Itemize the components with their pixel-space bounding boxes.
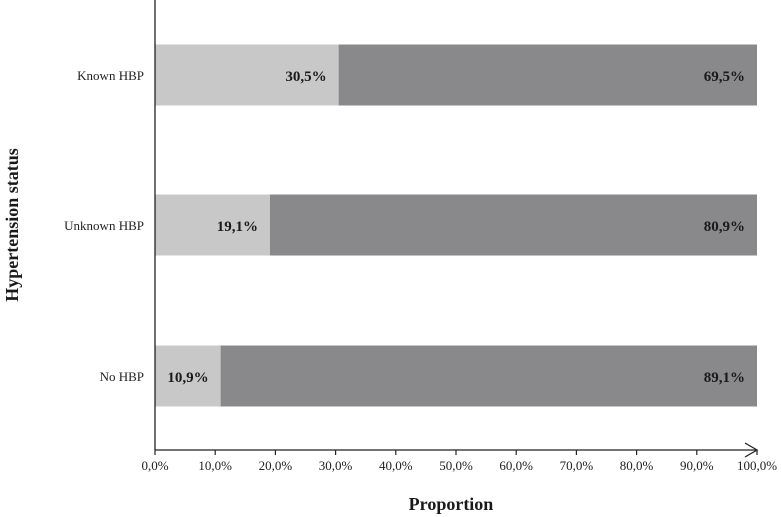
x-ticks: 0,0% 10,0% 20,0% 30,0% 40,0% 50,0% 60,0% 70,0% 8…: [141, 450, 777, 473]
bar-segment: [155, 345, 221, 407]
data-label: 89,1%: [704, 370, 745, 386]
bar-segment: [155, 44, 339, 106]
bar-segment: [155, 194, 270, 256]
x-tick-label: 100,0%: [737, 458, 777, 473]
category-labels: Known HBP Unknown HBP No HBP: [64, 68, 144, 384]
bar-segment: [338, 44, 757, 106]
x-tick-label: 80,0%: [620, 458, 654, 473]
bar-segment: [220, 345, 758, 407]
category-label: No HBP: [100, 369, 144, 384]
x-tick-label: 0,0%: [141, 458, 168, 473]
x-tick-label: 70,0%: [560, 458, 594, 473]
x-tick-label: 50,0%: [439, 458, 473, 473]
bars: 30,5% 69,5% 19,1% 80,9% 10,9% 89,1%: [155, 44, 758, 407]
bar-segment: [269, 194, 757, 256]
data-label: 80,9%: [704, 219, 745, 235]
x-tick-label: 40,0%: [379, 458, 413, 473]
x-tick-label: 30,0%: [319, 458, 353, 473]
data-label: 10,9%: [167, 370, 208, 386]
data-label: 19,1%: [217, 219, 258, 235]
x-tick-label: 90,0%: [680, 458, 714, 473]
category-label: Unknown HBP: [64, 218, 144, 233]
x-tick-label: 20,0%: [259, 458, 293, 473]
x-tick-label: 60,0%: [499, 458, 533, 473]
x-axis-title: Proportion: [409, 494, 494, 514]
category-label: Known HBP: [77, 68, 144, 83]
x-tick-label: 10,0%: [198, 458, 232, 473]
data-label: 69,5%: [704, 69, 745, 85]
data-label: 30,5%: [285, 69, 326, 85]
y-axis-title: Hypertension status: [2, 148, 22, 302]
